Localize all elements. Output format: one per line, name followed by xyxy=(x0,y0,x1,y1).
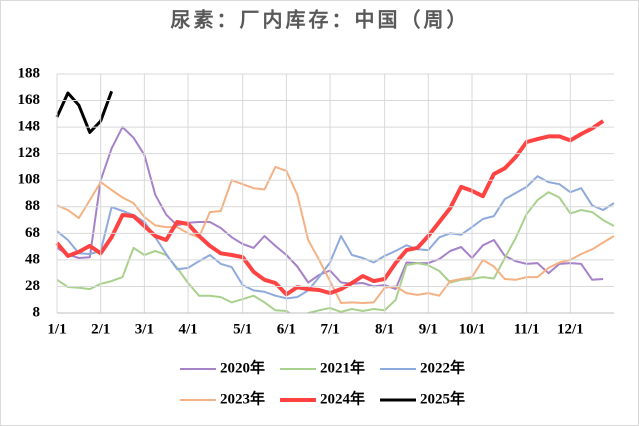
x-tick-label: 5/1 xyxy=(233,321,252,337)
x-tick-label: 2/1 xyxy=(91,321,110,337)
x-tick-label: 11/1 xyxy=(514,321,540,337)
y-tick-label: 48 xyxy=(25,251,40,267)
x-tick-label: 1/1 xyxy=(47,321,66,337)
x-tick-label: 10/1 xyxy=(459,321,486,337)
x-tick-label: 4/1 xyxy=(178,321,197,337)
x-tick-label: 8/1 xyxy=(375,321,394,337)
x-tick-label: 3/1 xyxy=(135,321,154,337)
y-tick-label: 88 xyxy=(25,198,40,214)
legend-label: 2022年 xyxy=(420,358,465,376)
y-tick-label: 188 xyxy=(18,65,41,81)
y-tick-label: 68 xyxy=(25,225,40,241)
y-tick-label: 108 xyxy=(18,172,41,188)
y-tick-label: 8 xyxy=(33,304,41,320)
series-line xyxy=(56,191,615,313)
y-tick-label: 168 xyxy=(18,92,41,108)
y-tick-label: 148 xyxy=(18,119,41,135)
legend-label: 2021年 xyxy=(320,358,365,376)
chart-title: 尿素：厂内库存：中国（周） xyxy=(171,8,470,32)
x-tick-label: 9/1 xyxy=(419,321,438,337)
x-tick-label: 7/1 xyxy=(320,321,339,337)
legend-label: 2024年 xyxy=(320,389,365,407)
x-tick-label: 12/1 xyxy=(557,321,584,337)
y-tick-label: 128 xyxy=(18,145,41,161)
series-line xyxy=(55,90,114,134)
legend-label: 2023年 xyxy=(220,389,265,407)
legend-label: 2025年 xyxy=(420,389,465,407)
legend-label: 2020年 xyxy=(220,358,265,376)
y-tick-label: 28 xyxy=(25,278,40,294)
x-tick-label: 6/1 xyxy=(277,321,296,337)
